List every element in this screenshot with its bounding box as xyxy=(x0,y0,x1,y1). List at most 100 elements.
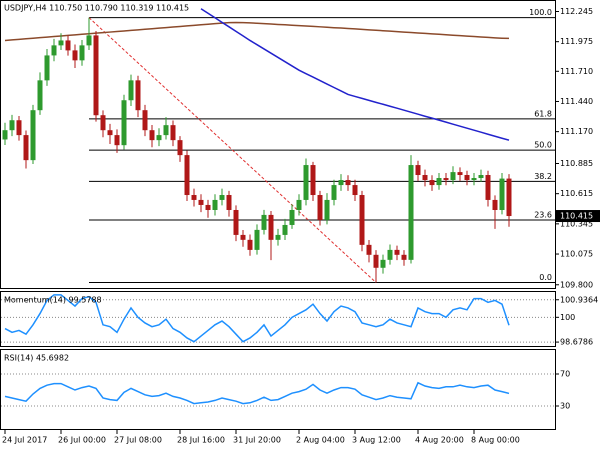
y-tick-label: 111.710 xyxy=(560,67,593,76)
y-tick-label: 112.245 xyxy=(560,7,593,16)
candle-body xyxy=(100,115,106,131)
candle-body xyxy=(79,45,85,61)
candle-body xyxy=(324,199,330,220)
y-tick-label: 30 xyxy=(560,402,570,411)
candle-body xyxy=(485,175,491,200)
candle-body xyxy=(331,185,337,200)
current-price: 110.415 xyxy=(560,212,593,221)
candle-body xyxy=(121,100,127,146)
candle-body xyxy=(408,165,414,260)
candle-body xyxy=(436,178,442,186)
candle-body xyxy=(226,195,232,210)
candle-body xyxy=(261,214,267,230)
candle-body xyxy=(198,199,204,205)
candle-body xyxy=(478,175,484,179)
momentum-panel xyxy=(0,291,556,347)
trendline xyxy=(88,17,377,283)
indicator-title: RSI(14) 45.6982 xyxy=(4,354,69,363)
candle-body xyxy=(107,130,113,136)
y-tick-label: 98.6786 xyxy=(560,338,593,347)
rsi-panel xyxy=(0,349,556,430)
candle-body xyxy=(93,35,99,116)
candle-body xyxy=(499,178,505,210)
candle-body xyxy=(464,175,470,181)
candle-body xyxy=(37,80,43,111)
candle-body xyxy=(366,244,372,255)
candle-body xyxy=(142,110,148,131)
y-tick-label: 111.170 xyxy=(560,127,593,136)
candle-body xyxy=(219,195,225,200)
candle-body xyxy=(338,180,344,186)
candle-body xyxy=(163,125,169,136)
indicator-line xyxy=(4,381,510,405)
candle-body xyxy=(317,195,323,220)
candle-body xyxy=(352,185,358,196)
candle-body xyxy=(65,40,71,51)
candle-body xyxy=(44,55,50,81)
candle-body xyxy=(429,180,435,186)
candle-body xyxy=(394,249,400,255)
y-tick-label: 110.075 xyxy=(560,250,593,259)
fib-label: 50.0 xyxy=(534,141,552,150)
candle-body xyxy=(254,229,260,250)
fib-label: 100.0 xyxy=(529,8,552,17)
y-tick-label: 70 xyxy=(560,370,570,379)
candle-body xyxy=(205,204,211,210)
candle-body xyxy=(359,195,365,245)
candle-body xyxy=(415,165,421,176)
candle-body xyxy=(303,165,309,200)
candle-body xyxy=(422,175,428,181)
candle-body xyxy=(177,140,183,156)
candle-body xyxy=(247,239,253,250)
candle-body xyxy=(345,180,351,186)
candle-body xyxy=(72,50,78,61)
x-tick-label: 4 Aug 20:00 xyxy=(415,436,464,445)
x-tick-label: 8 Aug 00:00 xyxy=(471,436,520,445)
fib-label: 38.2 xyxy=(534,172,552,181)
candle-body xyxy=(275,234,281,240)
x-tick-label: 28 Jul 16:00 xyxy=(177,436,225,445)
candle-body xyxy=(506,178,512,217)
y-tick-label: 100.9364 xyxy=(560,295,598,304)
x-tick-label: 3 Aug 12:00 xyxy=(352,436,401,445)
candle-body xyxy=(30,110,36,161)
x-tick-label: 2 Aug 04:00 xyxy=(296,436,345,445)
candle-body xyxy=(51,45,57,56)
indicator-line xyxy=(200,8,510,141)
x-tick-label: 27 Jul 08:00 xyxy=(114,436,162,445)
y-tick-label: 100 xyxy=(560,313,575,322)
candle-body xyxy=(240,234,246,240)
candle-body xyxy=(212,199,218,210)
candle-body xyxy=(23,135,29,161)
candle-body xyxy=(149,130,155,141)
candle-body xyxy=(9,120,15,131)
candle-body xyxy=(156,135,162,141)
x-tick-label: 26 Jul 00:00 xyxy=(58,436,106,445)
candle-body xyxy=(16,120,22,136)
candle-body xyxy=(191,195,197,200)
candle-body xyxy=(282,224,288,235)
candle-body xyxy=(58,40,64,46)
candle-body xyxy=(471,178,477,181)
candle-body xyxy=(114,135,120,146)
fib-label: 23.6 xyxy=(534,211,552,220)
candle-body xyxy=(310,165,316,196)
candle-body xyxy=(86,35,92,46)
candle-body xyxy=(233,209,239,235)
price-box xyxy=(556,210,600,223)
indicator-line xyxy=(4,294,510,343)
candle-body xyxy=(457,172,463,176)
main-panel xyxy=(0,0,556,289)
candle-body xyxy=(135,80,141,111)
candle-body xyxy=(492,199,498,210)
candle-body xyxy=(373,254,379,268)
x-tick-label: 31 Jul 20:00 xyxy=(233,436,281,445)
candle-body xyxy=(184,155,190,196)
y-tick-label: 111.440 xyxy=(560,97,593,106)
fib-label: 0.0 xyxy=(539,273,552,282)
candle-body xyxy=(2,130,8,140)
candle-body xyxy=(443,178,449,181)
